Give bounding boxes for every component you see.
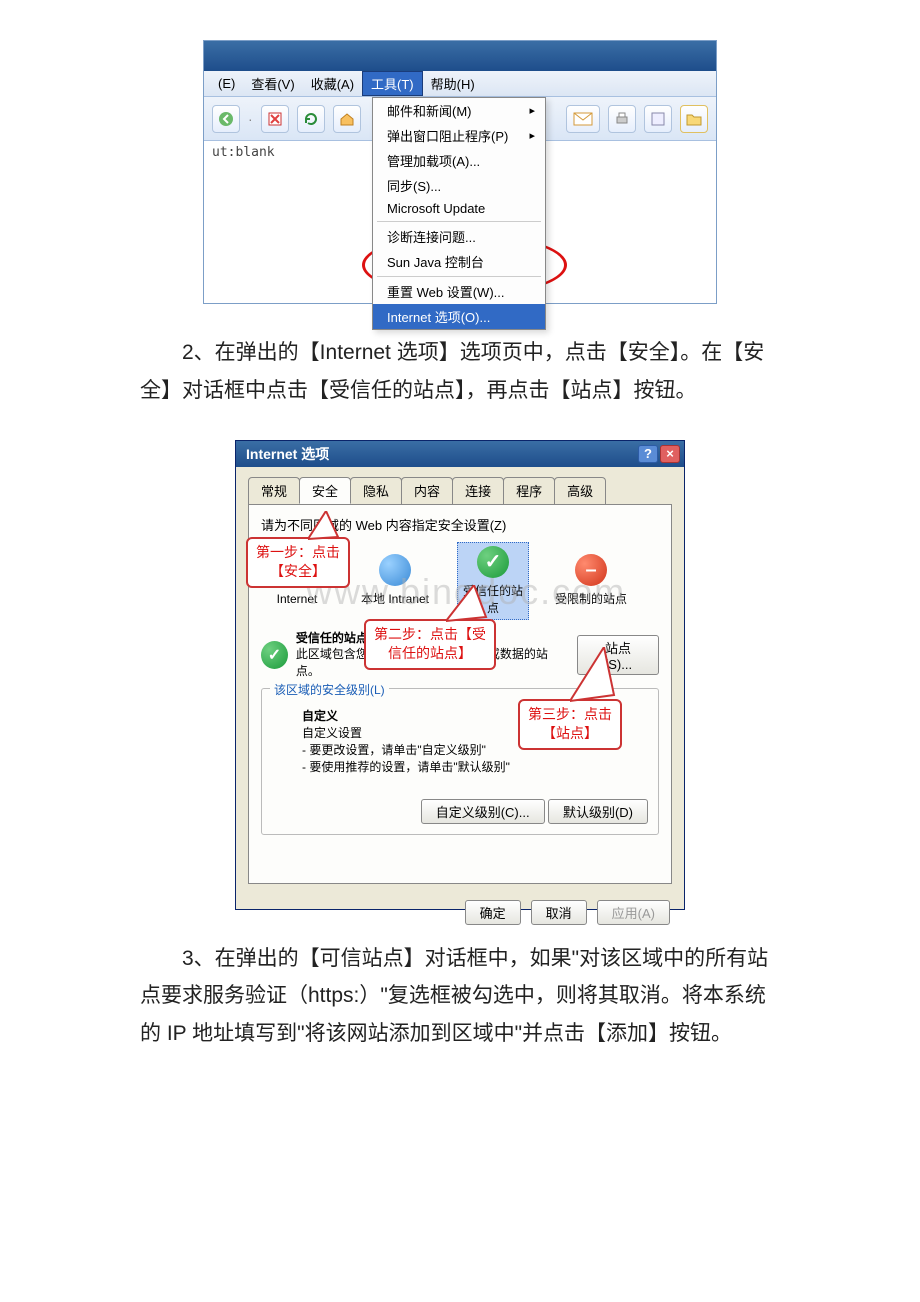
menu-help[interactable]: 帮助(H)	[423, 72, 483, 95]
tab-connections[interactable]: 连接	[452, 477, 504, 504]
home-icon[interactable]	[333, 105, 361, 133]
ie-menubar: (E) 查看(V) 收藏(A) 工具(T) 帮助(H)	[204, 71, 716, 97]
dd-ms-update[interactable]: Microsoft Update	[373, 198, 545, 219]
edit-icon[interactable]	[644, 105, 672, 133]
dd-item-label: 同步(S)...	[387, 176, 441, 195]
zone-label: 本地 Intranet	[361, 590, 429, 607]
dd-item-label: Microsoft Update	[387, 201, 485, 216]
dd-separator	[377, 276, 541, 277]
check-icon: ✓	[261, 641, 288, 669]
callout-text: 第二步：点击【受	[374, 626, 486, 642]
tab-content[interactable]: 内容	[401, 477, 453, 504]
separator-icon: ·	[248, 111, 253, 127]
group-title: 该区域的安全级别(L)	[270, 681, 389, 698]
callout-step1: 第一步：点击 【安全】	[246, 537, 350, 588]
mail-icon[interactable]	[566, 105, 600, 133]
menu-edit[interactable]: (E)	[210, 74, 243, 93]
submenu-arrow-icon: ▸	[529, 129, 535, 142]
dialog-titlebar: Internet 选项 ? ×	[236, 441, 684, 467]
callout-text: 【站点】	[542, 725, 598, 741]
dd-item-label: 弹出窗口阻止程序(P)	[387, 126, 508, 145]
dd-item-label: 诊断连接问题...	[387, 227, 476, 246]
close-icon[interactable]: ×	[660, 445, 680, 463]
back-icon[interactable]	[212, 105, 240, 133]
instruction-step-3: 3、在弹出的【可信站点】对话框中，如果"对该区域中的所有站点要求服务验证（htt…	[140, 940, 780, 1053]
zone-label: Internet	[277, 592, 318, 606]
dd-diagnose[interactable]: 诊断连接问题...	[373, 224, 545, 249]
dd-item-label: Sun Java 控制台	[387, 252, 484, 271]
ie-titlebar	[204, 41, 716, 71]
address-text: ut:blank	[212, 145, 275, 160]
callout-text: 信任的站点】	[388, 645, 472, 661]
zone-label: 受限制的站点	[555, 590, 627, 607]
help-icon[interactable]: ?	[638, 445, 658, 463]
tab-general[interactable]: 常规	[248, 477, 300, 504]
dd-separator	[377, 221, 541, 222]
trusted-title-text: 受信任的站点	[296, 631, 368, 645]
dd-item-label: 管理加载项(A)...	[387, 151, 480, 170]
intranet-icon	[379, 554, 411, 586]
minus-icon: –	[575, 554, 607, 586]
menu-favorites[interactable]: 收藏(A)	[303, 72, 362, 95]
dd-manage-addons[interactable]: 管理加载项(A)...	[373, 148, 545, 173]
menu-view[interactable]: 查看(V)	[243, 72, 302, 95]
dd-item-label: 邮件和新闻(M)	[387, 101, 472, 120]
stop-icon[interactable]	[261, 105, 289, 133]
dd-reset-web[interactable]: 重置 Web 设置(W)...	[373, 279, 545, 304]
zone-restricted[interactable]: – 受限制的站点	[555, 554, 627, 607]
tab-privacy[interactable]: 隐私	[350, 477, 402, 504]
callout-step3: 第三步：点击 【站点】	[518, 699, 622, 750]
callout-step2: 第二步：点击【受 信任的站点】	[364, 619, 496, 670]
tools-dropdown: 邮件和新闻(M) ▸ 弹出窗口阻止程序(P) ▸ 管理加载项(A)... 同步(S)…	[372, 97, 546, 330]
dd-mail-news[interactable]: 邮件和新闻(M) ▸	[373, 98, 545, 123]
tab-programs[interactable]: 程序	[503, 477, 555, 504]
dd-item-label: Internet 选项(O)...	[387, 307, 490, 326]
tabstrip: 常规 安全 隐私 内容 连接 程序 高级	[248, 477, 672, 504]
dd-internet-options[interactable]: Internet 选项(O)...	[373, 304, 545, 329]
custom-line-3: - 要使用推荐的设置，请单击"默认级别"	[302, 758, 648, 775]
dd-popup-blocker[interactable]: 弹出窗口阻止程序(P) ▸	[373, 123, 545, 148]
callout-text: 【安全】	[270, 563, 326, 579]
level-buttons: 自定义级别(C)... 默认级别(D)	[272, 799, 648, 824]
callout-tail-icon	[570, 647, 620, 703]
ok-button[interactable]: 确定	[465, 900, 521, 925]
dialog-buttons: 确定 取消 应用(A)	[236, 892, 684, 933]
internet-options-dialog: Internet 选项 ? × 常规 安全 隐私 内容 连接 程序 高级 请为不…	[235, 440, 685, 910]
tab-security[interactable]: 安全	[299, 477, 351, 504]
cancel-button[interactable]: 取消	[531, 900, 587, 925]
folder-icon[interactable]	[680, 105, 708, 133]
dialog-title: Internet 选项	[246, 444, 329, 464]
submenu-arrow-icon: ▸	[529, 104, 535, 117]
callout-text: 第三步：点击	[528, 706, 612, 722]
callout-text: 第一步：点击	[256, 544, 340, 560]
ie-window: (E) 查看(V) 收藏(A) 工具(T) 帮助(H) · ut:blank 邮…	[203, 40, 717, 304]
zone-intranet[interactable]: 本地 Intranet	[359, 554, 431, 607]
callout-tail-icon	[446, 585, 496, 623]
titlebar-buttons: ? ×	[638, 445, 680, 463]
callout-tail-icon	[308, 511, 348, 541]
custom-title: 自定义	[302, 709, 338, 723]
check-icon: ✓	[477, 546, 509, 578]
dd-item-label: 重置 Web 设置(W)...	[387, 282, 504, 301]
default-level-button[interactable]: 默认级别(D)	[548, 799, 648, 824]
custom-level-button[interactable]: 自定义级别(C)...	[421, 799, 545, 824]
print-icon[interactable]	[608, 105, 636, 133]
tab-advanced[interactable]: 高级	[554, 477, 606, 504]
apply-button[interactable]: 应用(A)	[597, 900, 670, 925]
refresh-icon[interactable]	[297, 105, 325, 133]
dd-sync[interactable]: 同步(S)...	[373, 173, 545, 198]
instruction-step-2: 2、在弹出的【Internet 选项】选项页中，点击【安全】。在【安全】对话框中…	[140, 334, 780, 410]
menu-tools[interactable]: 工具(T)	[362, 71, 423, 96]
dd-java-console[interactable]: Sun Java 控制台	[373, 249, 545, 274]
